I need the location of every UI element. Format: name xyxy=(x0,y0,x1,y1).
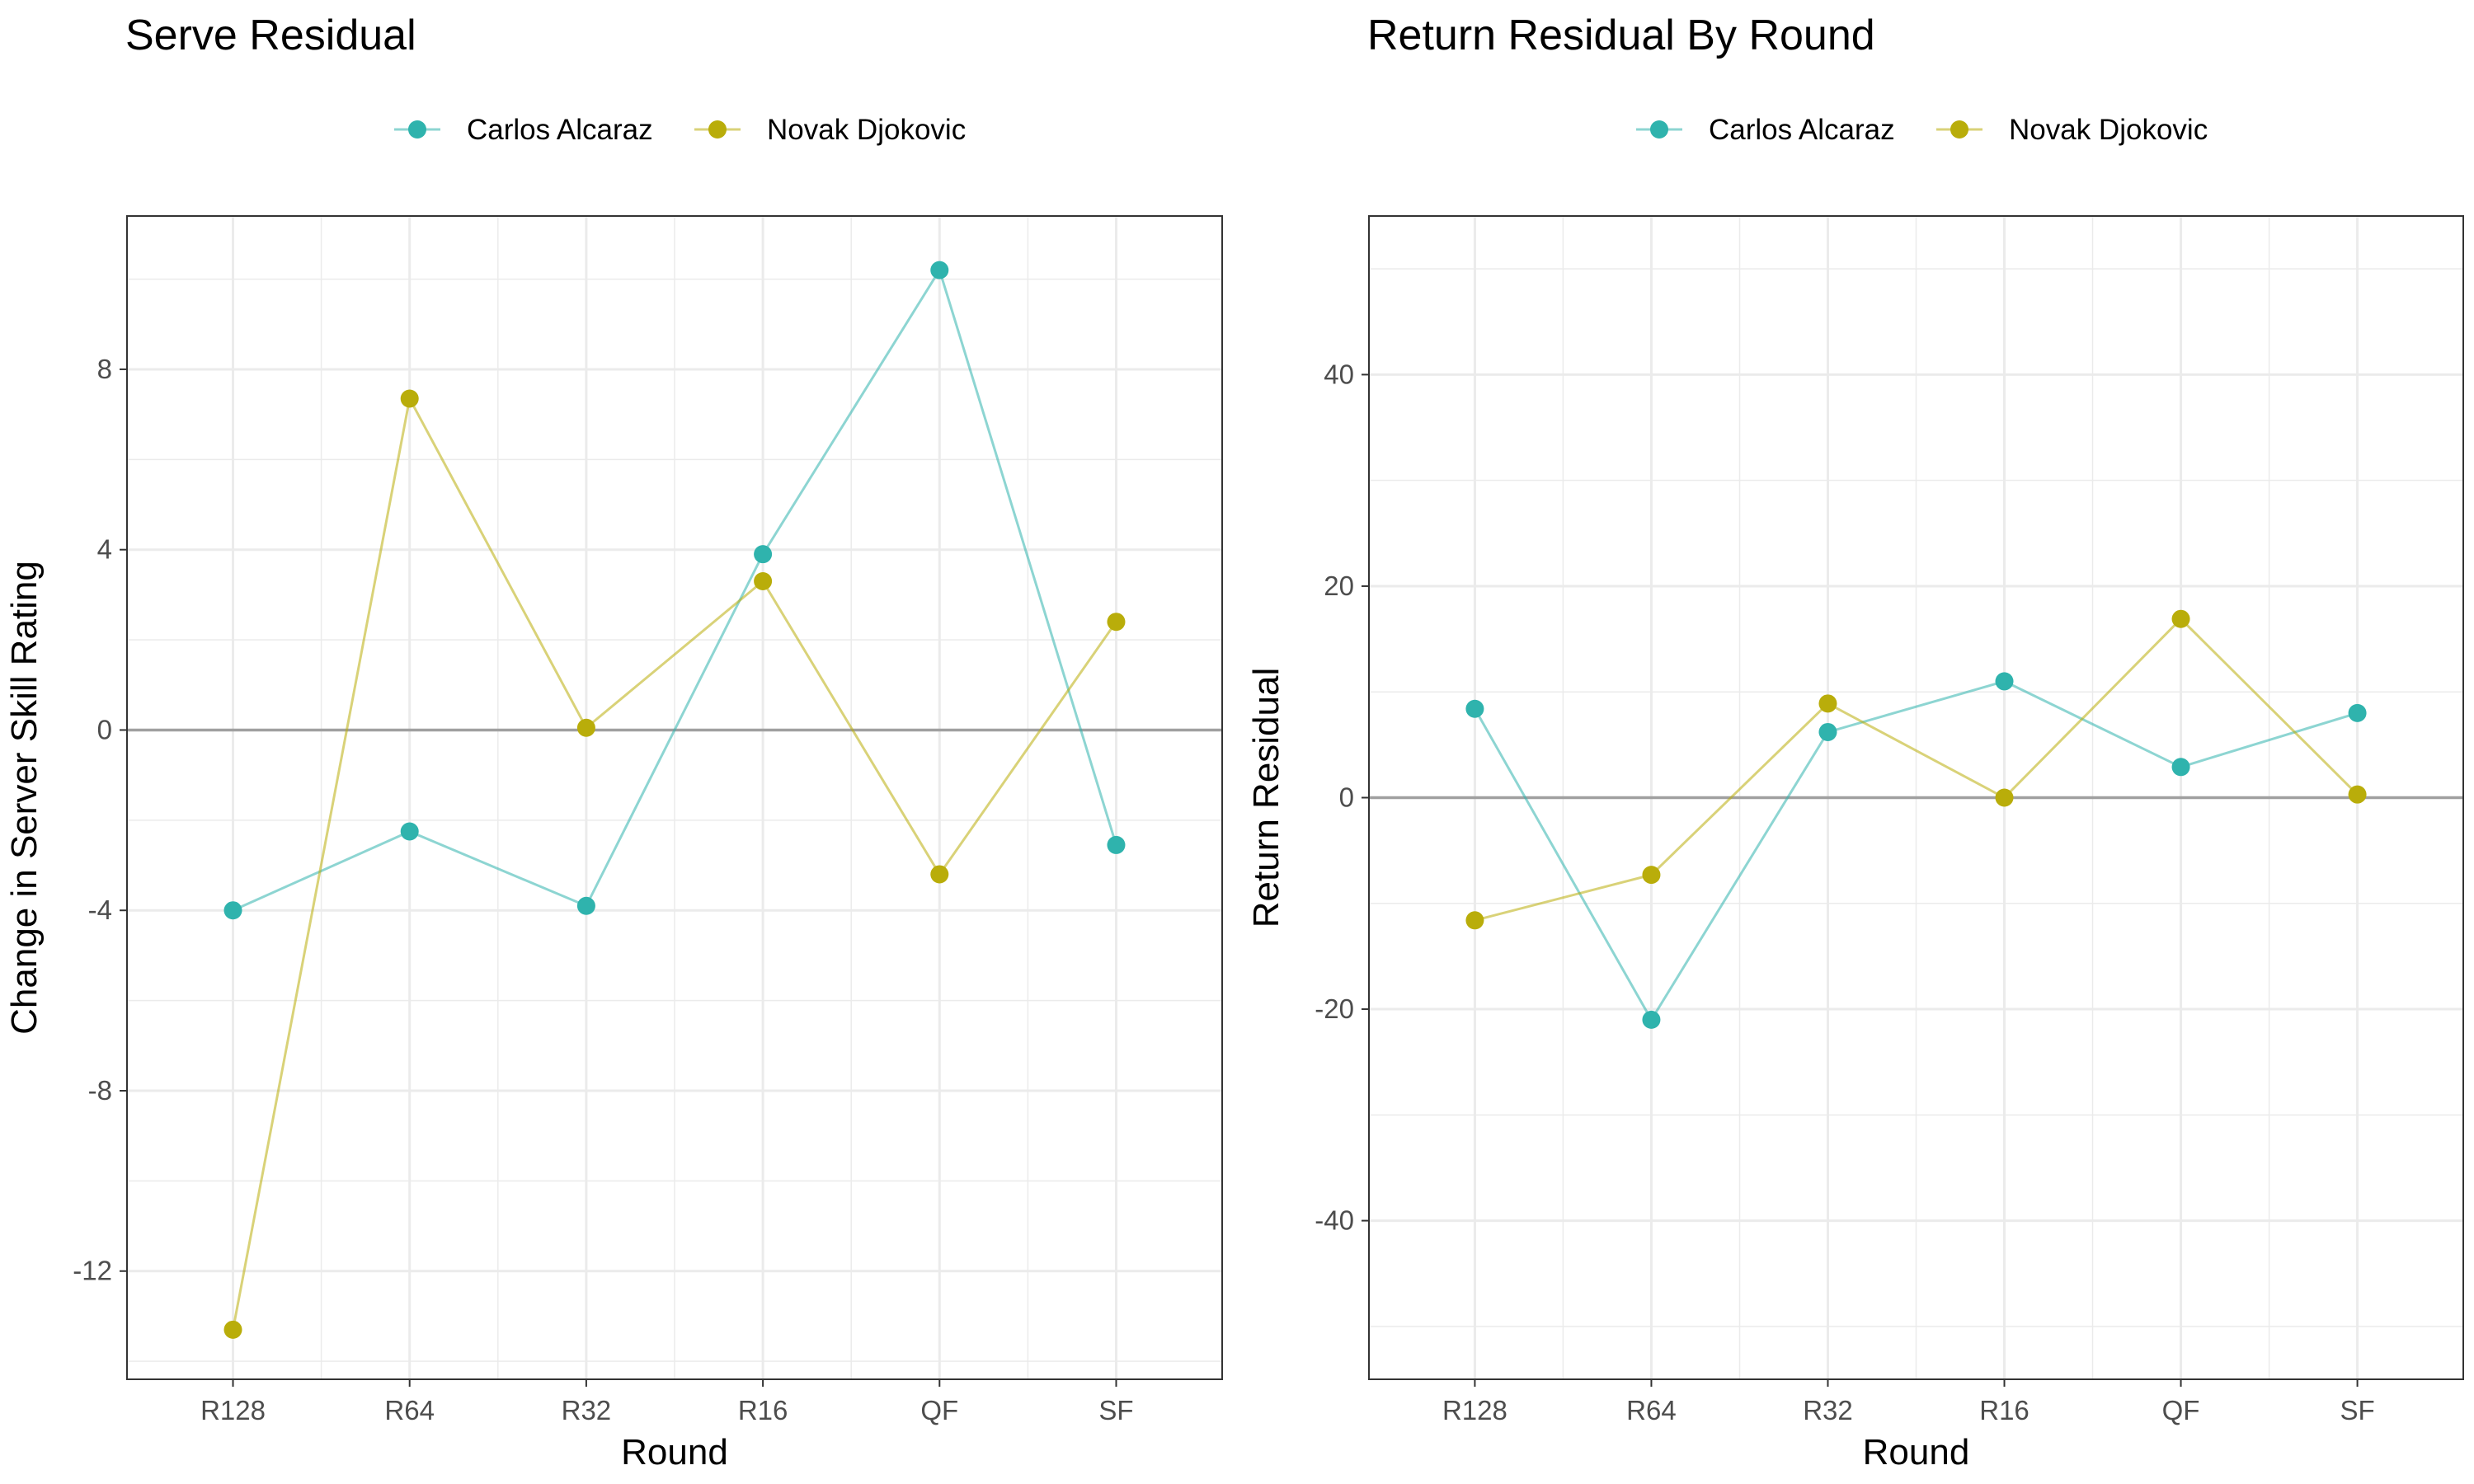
y-tick-label: -20 xyxy=(1315,993,1354,1024)
chart-title: Serve Residual xyxy=(125,12,416,59)
y-axis-title: Return Residual xyxy=(1246,668,1286,928)
x-tick-label: R32 xyxy=(562,1395,612,1425)
series-2-point xyxy=(754,571,773,590)
legend-item-2: Novak Djokovic xyxy=(694,114,966,146)
legend-marker xyxy=(1650,120,1668,139)
legend-item-1: Carlos Alcaraz xyxy=(394,114,653,146)
legend-item-1: Carlos Alcaraz xyxy=(1636,114,1895,146)
legend: Carlos Alcaraz Novak Djokovic xyxy=(394,114,966,146)
legend-marker xyxy=(708,120,727,139)
x-axis-title: Round xyxy=(621,1432,728,1472)
x-tick-label: R128 xyxy=(1442,1395,1507,1425)
series-2-point xyxy=(1107,613,1126,632)
series-1-point xyxy=(2348,703,2367,722)
x-tick-label: SF xyxy=(1098,1395,1133,1425)
series-2-point xyxy=(1642,866,1661,885)
x-tick-label: R128 xyxy=(200,1395,266,1425)
legend-label: Carlos Alcaraz xyxy=(467,114,653,146)
y-tick-label: 8 xyxy=(97,354,112,384)
y-axis-title: Change in Server Skill Rating xyxy=(4,561,45,1035)
chart-title: Return Residual By Round xyxy=(1367,12,1875,59)
series-1-point xyxy=(1642,1010,1661,1029)
y-tick-label: -12 xyxy=(73,1256,112,1286)
x-tick-label: R64 xyxy=(1626,1395,1677,1425)
y-tick-label: -8 xyxy=(88,1075,112,1106)
legend-label: Novak Djokovic xyxy=(2009,114,2208,146)
series-1-point xyxy=(223,901,242,920)
legend-label: Novak Djokovic xyxy=(767,114,966,146)
legend-marker xyxy=(1950,120,1968,139)
series-1-point xyxy=(754,545,773,564)
x-tick-label: QF xyxy=(920,1395,958,1425)
series-2-point xyxy=(576,718,595,737)
x-tick-label: R16 xyxy=(738,1395,788,1425)
x-axis-title: Round xyxy=(1863,1432,1970,1472)
series-2-point xyxy=(1465,911,1484,930)
chart-panel-1: -12 -8 -4 0 4 8 R128 R64 R32 R16 QF SF Round Change i… xyxy=(4,12,1223,1472)
y-tick-label: 20 xyxy=(1324,571,1354,601)
plot-border xyxy=(126,215,1223,1380)
series-1-point xyxy=(2171,758,2190,777)
series-1-point xyxy=(1465,699,1484,718)
series-line-1 xyxy=(232,267,1117,912)
legend: Carlos Alcaraz Novak Djokovic xyxy=(1636,114,2208,146)
legend-marker xyxy=(408,120,426,139)
series-2-point xyxy=(1818,694,1837,713)
series-2-point xyxy=(930,865,949,884)
x-tick-label: R16 xyxy=(1979,1395,2030,1425)
series-line-1 xyxy=(1474,679,2359,1022)
y-tick-label: 40 xyxy=(1324,359,1354,389)
series-2-point xyxy=(400,389,419,408)
series-2-point xyxy=(1995,788,2014,807)
series-1-point xyxy=(576,896,595,915)
series-line-2 xyxy=(1475,617,2359,922)
y-tick-label: -4 xyxy=(88,895,112,925)
series-1-point xyxy=(400,822,419,841)
legend-item-2: Novak Djokovic xyxy=(1936,114,2208,146)
x-tick-label: QF xyxy=(2162,1395,2200,1425)
series-line-2 xyxy=(232,395,1117,1331)
y-tick-label: 0 xyxy=(1339,782,1354,813)
series-2-point xyxy=(2171,609,2190,628)
series-1-point xyxy=(1818,722,1837,741)
y-tick-label: -40 xyxy=(1315,1205,1354,1236)
x-tick-label: R64 xyxy=(384,1395,435,1425)
series-2-point xyxy=(223,1320,242,1339)
chart-panel-2: -40 -20 0 20 40 R128 R64 R32 R16 QF SF Round Return … xyxy=(1246,12,2464,1472)
legend-label: Carlos Alcaraz xyxy=(1709,114,1895,146)
x-tick-label: SF xyxy=(2340,1395,2374,1425)
series-1-point xyxy=(1107,835,1126,854)
y-tick-label: 0 xyxy=(97,714,112,744)
series-1-point xyxy=(1995,672,2014,691)
series-2-point xyxy=(2348,785,2367,804)
y-tick-label: 4 xyxy=(97,534,112,565)
series-1-point xyxy=(930,261,949,279)
x-tick-label: R32 xyxy=(1803,1395,1853,1425)
